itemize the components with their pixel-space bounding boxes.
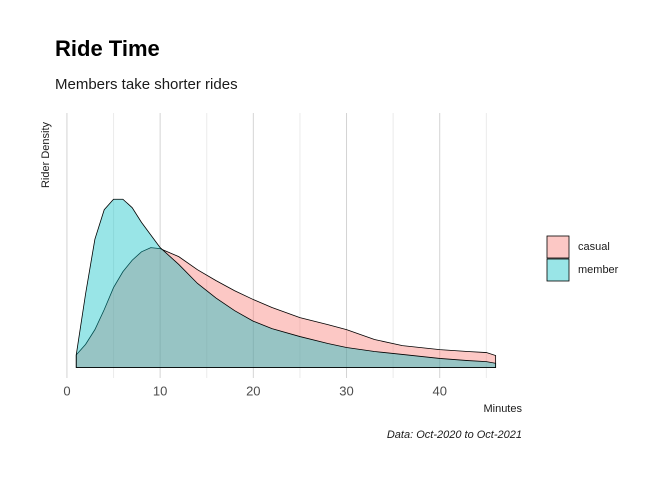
- x-tick-label: 30: [339, 383, 353, 398]
- density-area: [75, 198, 497, 368]
- legend-label: casual: [578, 241, 610, 253]
- x-axis-label: Minutes: [483, 403, 522, 415]
- chart-title: Ride Time: [55, 36, 160, 61]
- y-axis-label: Rider Density: [40, 121, 52, 188]
- legend-swatch: [546, 235, 570, 259]
- chart-subtitle: Members take shorter rides: [55, 76, 238, 93]
- caption: Data: Oct-2020 to Oct-2021: [387, 429, 522, 441]
- x-tick-label: 20: [246, 383, 260, 398]
- legend-swatch: [546, 258, 570, 282]
- x-tick-label: 0: [63, 383, 70, 398]
- x-tick-label: 10: [153, 383, 167, 398]
- legend-label: member: [578, 264, 619, 276]
- density-area: [75, 247, 497, 368]
- x-tick-label: 40: [432, 383, 446, 398]
